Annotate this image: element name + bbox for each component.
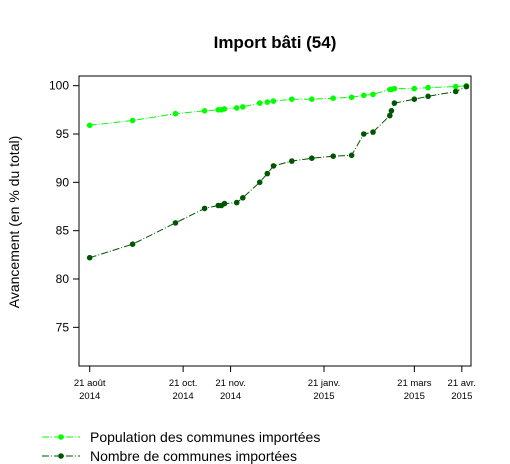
x-tick-label: 21 mars xyxy=(397,378,432,389)
data-point xyxy=(233,199,240,206)
data-point xyxy=(425,93,431,100)
legend-item: Population des communes importées xyxy=(42,429,320,445)
data-point xyxy=(86,254,93,261)
x-tick-year-label: 2015 xyxy=(313,391,334,402)
data-point xyxy=(330,153,337,159)
data-point xyxy=(452,88,459,95)
data-point xyxy=(264,99,271,105)
data-point xyxy=(411,96,418,102)
data-point xyxy=(348,94,355,101)
data-point xyxy=(270,98,277,104)
series-1 xyxy=(86,82,470,129)
data-point xyxy=(289,96,295,102)
data-point xyxy=(309,155,315,161)
data-point xyxy=(256,100,263,106)
data-point xyxy=(463,83,470,90)
data-point xyxy=(411,85,418,92)
legend: Population des communes importées Nombre … xyxy=(42,429,320,464)
x-tick-label: 21 nov. xyxy=(215,378,245,389)
data-point xyxy=(387,112,393,119)
data-point xyxy=(240,104,246,110)
plot-frame xyxy=(78,75,472,367)
y-tick-label: 95 xyxy=(56,127,70,141)
data-point xyxy=(425,84,431,91)
data-point xyxy=(221,200,228,207)
x-tick-year-label: 2014 xyxy=(220,391,241,402)
x-tick-year-label: 2014 xyxy=(173,391,194,402)
x-tick-label: 21 août xyxy=(74,378,106,389)
series-2 xyxy=(86,83,470,261)
x-axis: 21 août 2014 21 oct. 2014 21 nov. 2014 21 janv… xyxy=(74,366,476,402)
legend-point-swatch xyxy=(58,434,64,440)
legend-point-swatch xyxy=(58,453,64,459)
data-point xyxy=(256,179,263,186)
data-point xyxy=(201,205,208,212)
series-group xyxy=(86,82,470,261)
data-point xyxy=(309,96,315,102)
y-axis: 75 80 85 90 95 100 xyxy=(49,79,79,334)
data-point xyxy=(391,85,398,92)
data-point xyxy=(361,92,367,99)
y-tick-label: 100 xyxy=(49,79,69,93)
x-tick-label: 21 janv. xyxy=(308,378,341,389)
data-point xyxy=(264,170,271,177)
legend-label: Population des communes importées xyxy=(90,429,320,445)
x-tick-label: 21 oct. xyxy=(169,378,198,389)
data-point xyxy=(129,117,136,124)
data-point xyxy=(370,129,376,135)
series-line xyxy=(89,85,467,126)
data-point xyxy=(221,106,228,112)
data-point xyxy=(129,241,136,247)
y-tick-label: 90 xyxy=(56,175,70,189)
x-tick-label: 21 avr. xyxy=(448,378,477,389)
y-axis-label: Avancement (en % du total) xyxy=(6,136,22,309)
y-tick-label: 85 xyxy=(56,224,70,238)
data-point xyxy=(270,163,277,169)
data-point xyxy=(201,108,208,114)
data-point xyxy=(172,110,179,117)
data-point xyxy=(240,195,246,201)
data-point xyxy=(370,91,376,98)
data-point xyxy=(172,220,179,226)
data-point xyxy=(391,100,398,106)
data-point xyxy=(233,105,240,111)
x-tick-year-label: 2014 xyxy=(79,391,100,402)
x-tick-year-label: 2015 xyxy=(451,391,472,402)
data-point xyxy=(86,122,93,129)
data-point xyxy=(289,158,295,164)
series-line xyxy=(89,86,467,259)
legend-label: Nombre de communes importées xyxy=(90,448,297,464)
chart-title: Import bâti (54) xyxy=(214,33,337,52)
x-tick-year-label: 2015 xyxy=(404,391,425,402)
data-point xyxy=(330,95,337,101)
data-point xyxy=(388,108,395,114)
data-point xyxy=(348,152,355,159)
y-tick-label: 80 xyxy=(56,272,70,286)
y-tick-label: 75 xyxy=(56,320,70,334)
data-point xyxy=(361,131,367,137)
legend-item: Nombre de communes importées xyxy=(42,448,297,464)
data-point xyxy=(452,83,459,90)
